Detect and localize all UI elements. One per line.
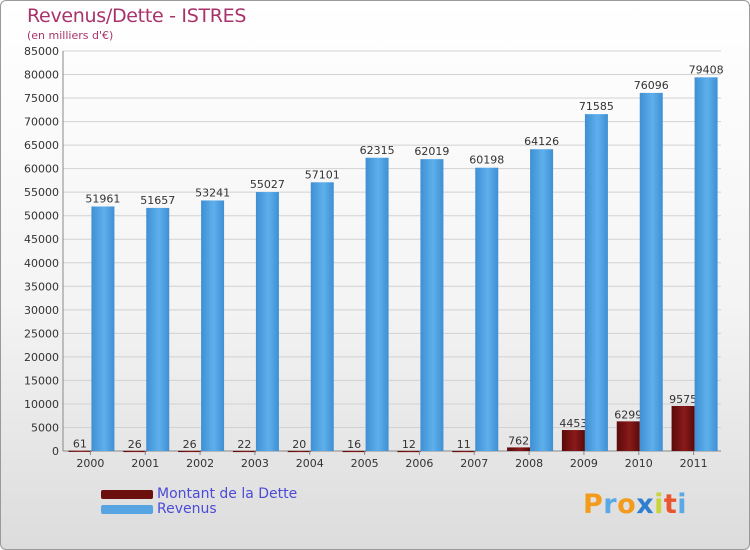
- logo-letter: o: [617, 489, 637, 520]
- legend-label-dette: Montant de la Dette: [157, 486, 298, 502]
- logo-letter: P: [583, 489, 604, 520]
- y-tick-label: 85000: [24, 45, 59, 58]
- data-label-revenus: 71585: [579, 100, 614, 113]
- y-tick-label: 70000: [24, 116, 59, 129]
- data-label-dette: 12: [402, 438, 416, 451]
- x-tick-label: 2010: [625, 457, 653, 470]
- y-tick-label: 0: [52, 445, 59, 458]
- bar-revenus: [530, 149, 554, 451]
- data-label-revenus: 64126: [524, 135, 559, 148]
- data-label-dette: 61: [73, 438, 87, 451]
- bar-dette: [342, 450, 366, 453]
- y-tick-label: 50000: [24, 210, 59, 223]
- chart-title: Revenus/Dette - ISTRES: [27, 5, 247, 27]
- data-label-revenus: 60198: [469, 154, 504, 167]
- bar-dette: [232, 450, 256, 453]
- data-label-dette: 20: [292, 438, 306, 451]
- data-label-revenus: 79408: [689, 63, 724, 76]
- bar-revenus: [694, 77, 718, 451]
- x-tick-label: 2000: [76, 457, 104, 470]
- y-tick-label: 55000: [24, 186, 59, 199]
- x-tick-label: 2007: [460, 457, 488, 470]
- bar-revenus: [475, 167, 499, 451]
- data-label-dette: 26: [183, 438, 197, 451]
- bar-revenus: [91, 206, 115, 451]
- x-tick-label: 2002: [186, 457, 214, 470]
- logo-letter: x: [636, 489, 655, 520]
- y-tick-label: 20000: [24, 351, 59, 364]
- y-tick-label: 25000: [24, 327, 59, 340]
- bar-revenus: [365, 157, 389, 452]
- data-label-revenus: 62019: [414, 145, 449, 158]
- logo-letter: i: [654, 489, 664, 520]
- data-label-dette: 16: [347, 438, 361, 451]
- x-tick-label: 2001: [131, 457, 159, 470]
- chart-subtitle: (en milliers d'€): [27, 29, 114, 42]
- data-label-dette: 26: [128, 438, 142, 451]
- bar-dette: [616, 421, 640, 451]
- y-tick-label: 35000: [24, 280, 59, 293]
- bar-revenus: [146, 207, 170, 451]
- bar-dette: [123, 450, 147, 453]
- data-label-revenus: 57101: [305, 168, 340, 181]
- bar-revenus: [310, 182, 334, 451]
- x-tick-label: 2003: [241, 457, 269, 470]
- bar-dette: [671, 405, 695, 451]
- bar-revenus: [255, 192, 279, 451]
- bar-dette: [507, 447, 531, 451]
- data-label-dette: 9575: [669, 393, 697, 406]
- data-label-dette: 6299: [614, 408, 642, 421]
- data-label-revenus: 62315: [360, 144, 395, 157]
- data-label-dette: 762: [508, 434, 529, 447]
- y-tick-label: 15000: [24, 374, 59, 387]
- bar-dette: [178, 450, 202, 453]
- legend-swatch-dette: [101, 490, 153, 499]
- data-label-dette: 4453: [559, 417, 587, 430]
- x-tick-label: 2004: [296, 457, 324, 470]
- y-tick-label: 65000: [24, 139, 59, 152]
- legend-swatch-revenus: [101, 505, 153, 514]
- x-tick-label: 2011: [680, 457, 708, 470]
- logo-letter: r: [603, 489, 618, 520]
- data-label-revenus: 55027: [250, 178, 285, 191]
- y-tick-label: 10000: [24, 398, 59, 411]
- data-label-dette: 11: [457, 438, 471, 451]
- logo-letter: t: [663, 489, 678, 520]
- data-label-dette: 22: [237, 438, 251, 451]
- x-tick-label: 2009: [570, 457, 598, 470]
- y-tick-label: 45000: [24, 233, 59, 246]
- logo-letter: i: [677, 489, 688, 520]
- y-tick-label: 30000: [24, 304, 59, 317]
- bar-dette: [68, 450, 92, 452]
- proxiti-logo: Proxiti: [583, 489, 687, 520]
- bar-revenus: [420, 159, 444, 452]
- bar-dette: [452, 450, 476, 453]
- data-label-revenus: 76096: [634, 79, 669, 92]
- bar-revenus: [201, 200, 225, 451]
- data-label-revenus: 51657: [140, 194, 175, 207]
- x-tick-label: 2005: [351, 457, 379, 470]
- y-tick-label: 75000: [24, 92, 59, 105]
- y-tick-label: 5000: [31, 421, 59, 434]
- legend-label-revenus: Revenus: [157, 501, 217, 517]
- x-tick-label: 2008: [515, 457, 543, 470]
- y-tick-label: 80000: [24, 69, 59, 82]
- bar-revenus: [639, 92, 663, 451]
- y-tick-label: 60000: [24, 163, 59, 176]
- data-label-revenus: 51961: [85, 192, 120, 205]
- y-tick-label: 40000: [24, 257, 59, 270]
- x-tick-label: 2006: [405, 457, 433, 470]
- data-label-revenus: 53241: [195, 186, 230, 199]
- bar-dette: [561, 430, 585, 451]
- bar-revenus: [584, 114, 608, 452]
- bar-dette: [287, 450, 311, 453]
- bar-dette: [397, 450, 421, 453]
